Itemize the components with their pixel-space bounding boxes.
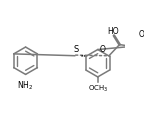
Text: HO: HO [107,26,119,35]
Text: OCH$_3$: OCH$_3$ [88,83,108,93]
Text: NH$_2$: NH$_2$ [17,79,33,91]
Text: O: O [100,45,106,54]
Text: ''': ''' [81,54,87,60]
Text: O: O [139,29,144,38]
Text: S: S [73,45,78,54]
